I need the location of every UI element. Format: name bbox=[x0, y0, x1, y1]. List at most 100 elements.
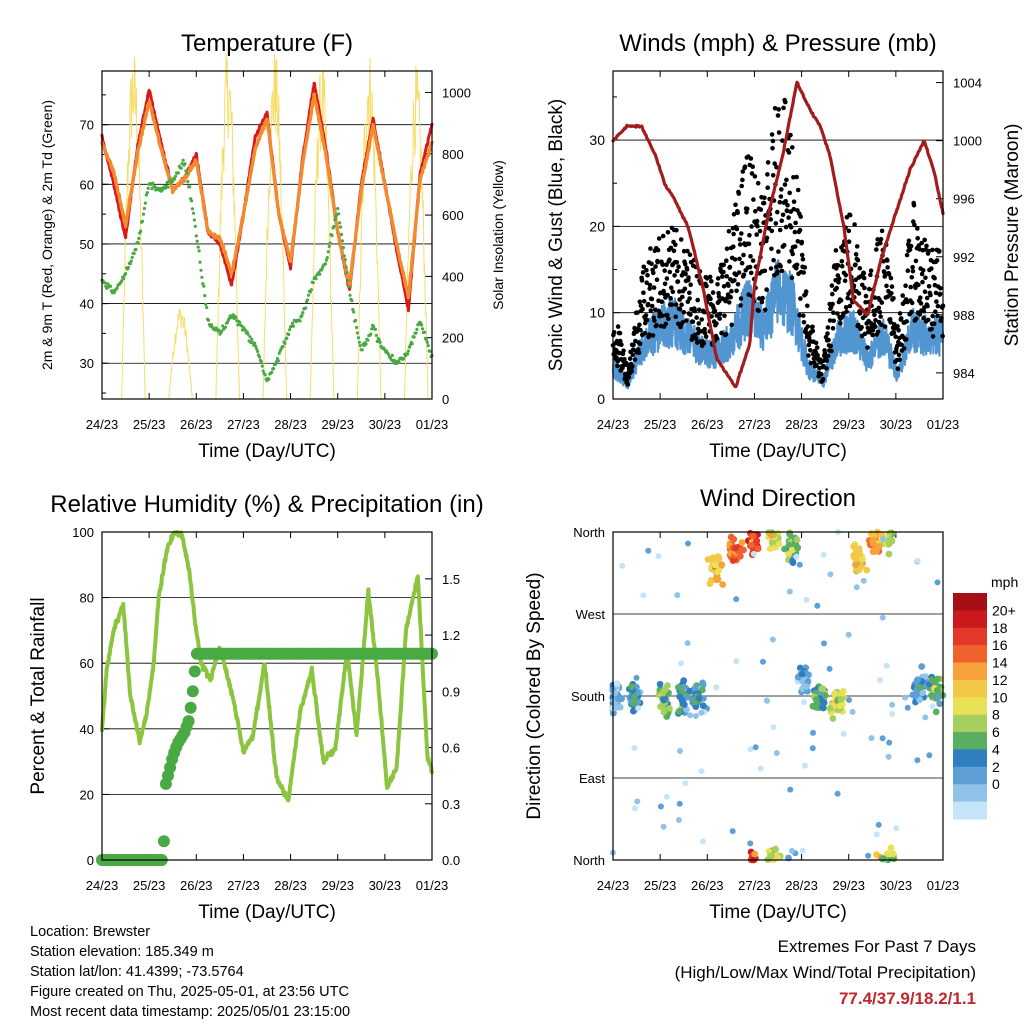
gust-point bbox=[695, 297, 700, 303]
y-axis-label: 2m & 9m T (Red, Orange) & 2m Td (Green) bbox=[39, 100, 55, 370]
gust-point bbox=[766, 226, 772, 231]
dewpoint-point bbox=[352, 310, 356, 314]
gust-point bbox=[660, 262, 666, 267]
gust-point bbox=[684, 267, 690, 272]
gust-point bbox=[810, 328, 816, 334]
dewpoint-point bbox=[301, 311, 305, 315]
direction-point bbox=[619, 562, 626, 569]
gust-point bbox=[637, 341, 643, 347]
dewpoint-point bbox=[179, 166, 183, 170]
gust-point bbox=[829, 348, 834, 354]
gust-point bbox=[762, 307, 768, 313]
dewpoint-point bbox=[343, 258, 347, 262]
direction-point bbox=[809, 745, 816, 752]
gust-point bbox=[904, 252, 910, 258]
dewpoint-point bbox=[220, 329, 224, 333]
gust-point bbox=[769, 132, 775, 137]
plot-frame bbox=[612, 531, 944, 861]
colorbar-label: 0 bbox=[992, 776, 1000, 792]
gust-point bbox=[784, 177, 789, 183]
gust-point bbox=[909, 309, 914, 315]
gust-point bbox=[617, 330, 623, 336]
direction-point bbox=[821, 692, 829, 699]
direction-point bbox=[804, 678, 812, 685]
direction-point bbox=[763, 697, 770, 704]
direction-point bbox=[750, 550, 757, 557]
direction-point bbox=[714, 568, 721, 576]
gust-point bbox=[652, 307, 658, 313]
gust-point bbox=[751, 197, 756, 202]
gust-point bbox=[757, 228, 763, 234]
dewpoint-point bbox=[314, 277, 318, 281]
y-tick-label-right: 984 bbox=[953, 366, 975, 381]
direction-point bbox=[916, 684, 924, 691]
gust-point bbox=[824, 366, 829, 371]
dewpoint-point bbox=[146, 186, 150, 190]
direction-point bbox=[692, 703, 700, 710]
x-tick-label: 30/23 bbox=[369, 417, 402, 432]
gust-point bbox=[667, 269, 673, 275]
gust-point bbox=[792, 229, 798, 235]
gust-point bbox=[885, 258, 890, 263]
gust-point bbox=[806, 342, 812, 348]
gust-point bbox=[895, 366, 901, 372]
direction-point bbox=[675, 708, 683, 715]
gust-point bbox=[682, 261, 688, 267]
direction-point bbox=[794, 544, 802, 552]
dewpoint-point bbox=[406, 349, 410, 353]
gust-point bbox=[862, 285, 867, 291]
gust-point bbox=[856, 322, 861, 328]
dewpoint-point bbox=[360, 348, 364, 352]
gust-point bbox=[748, 253, 753, 259]
dewpoint-point bbox=[355, 325, 359, 330]
direction-point bbox=[789, 847, 795, 854]
gust-point bbox=[746, 241, 752, 247]
direction-point bbox=[840, 730, 847, 737]
gust-point bbox=[836, 276, 842, 282]
gust-point bbox=[931, 321, 937, 327]
gust-point bbox=[779, 268, 785, 274]
gust-point bbox=[748, 270, 754, 276]
gust-point bbox=[681, 248, 687, 254]
gust-point bbox=[797, 227, 803, 233]
dewpoint-point bbox=[332, 224, 336, 228]
gust-point bbox=[747, 233, 752, 238]
gust-point bbox=[900, 293, 905, 298]
direction-point bbox=[936, 700, 944, 708]
sonic-wind-line bbox=[611, 259, 945, 390]
gust-point bbox=[863, 300, 868, 305]
gust-point bbox=[806, 353, 811, 358]
direction-point bbox=[663, 793, 670, 800]
dewpoint-point bbox=[173, 177, 177, 181]
gust-point bbox=[739, 183, 744, 189]
gust-point bbox=[717, 298, 722, 304]
dewpoint-point bbox=[387, 352, 391, 356]
gust-point bbox=[737, 256, 742, 262]
direction-point bbox=[674, 592, 681, 599]
gust-point bbox=[813, 340, 819, 346]
direction-point bbox=[713, 684, 720, 691]
y-tick-label: 40 bbox=[80, 722, 94, 737]
gust-point bbox=[910, 264, 915, 270]
x-axis-label: Time (Day/UTC) bbox=[709, 441, 847, 462]
gust-point bbox=[717, 316, 722, 321]
gust-point bbox=[770, 173, 776, 178]
gust-point bbox=[933, 309, 938, 315]
gust-point bbox=[895, 324, 900, 329]
gust-point bbox=[731, 231, 736, 237]
direction-point bbox=[733, 596, 740, 603]
gust-point bbox=[762, 195, 767, 201]
direction-point bbox=[657, 803, 664, 810]
gust-point bbox=[865, 345, 870, 350]
gust-point bbox=[670, 289, 676, 295]
colorbar-swatch bbox=[953, 714, 987, 733]
gust-point bbox=[775, 209, 780, 215]
direction-point bbox=[826, 665, 833, 672]
gust-point bbox=[870, 328, 876, 333]
dewpoint-point bbox=[414, 331, 418, 335]
dewpoint-point bbox=[186, 179, 190, 184]
gust-point bbox=[764, 235, 770, 241]
gust-point bbox=[750, 258, 756, 263]
y-tick-label: 30 bbox=[80, 356, 94, 371]
gust-point bbox=[915, 236, 920, 241]
